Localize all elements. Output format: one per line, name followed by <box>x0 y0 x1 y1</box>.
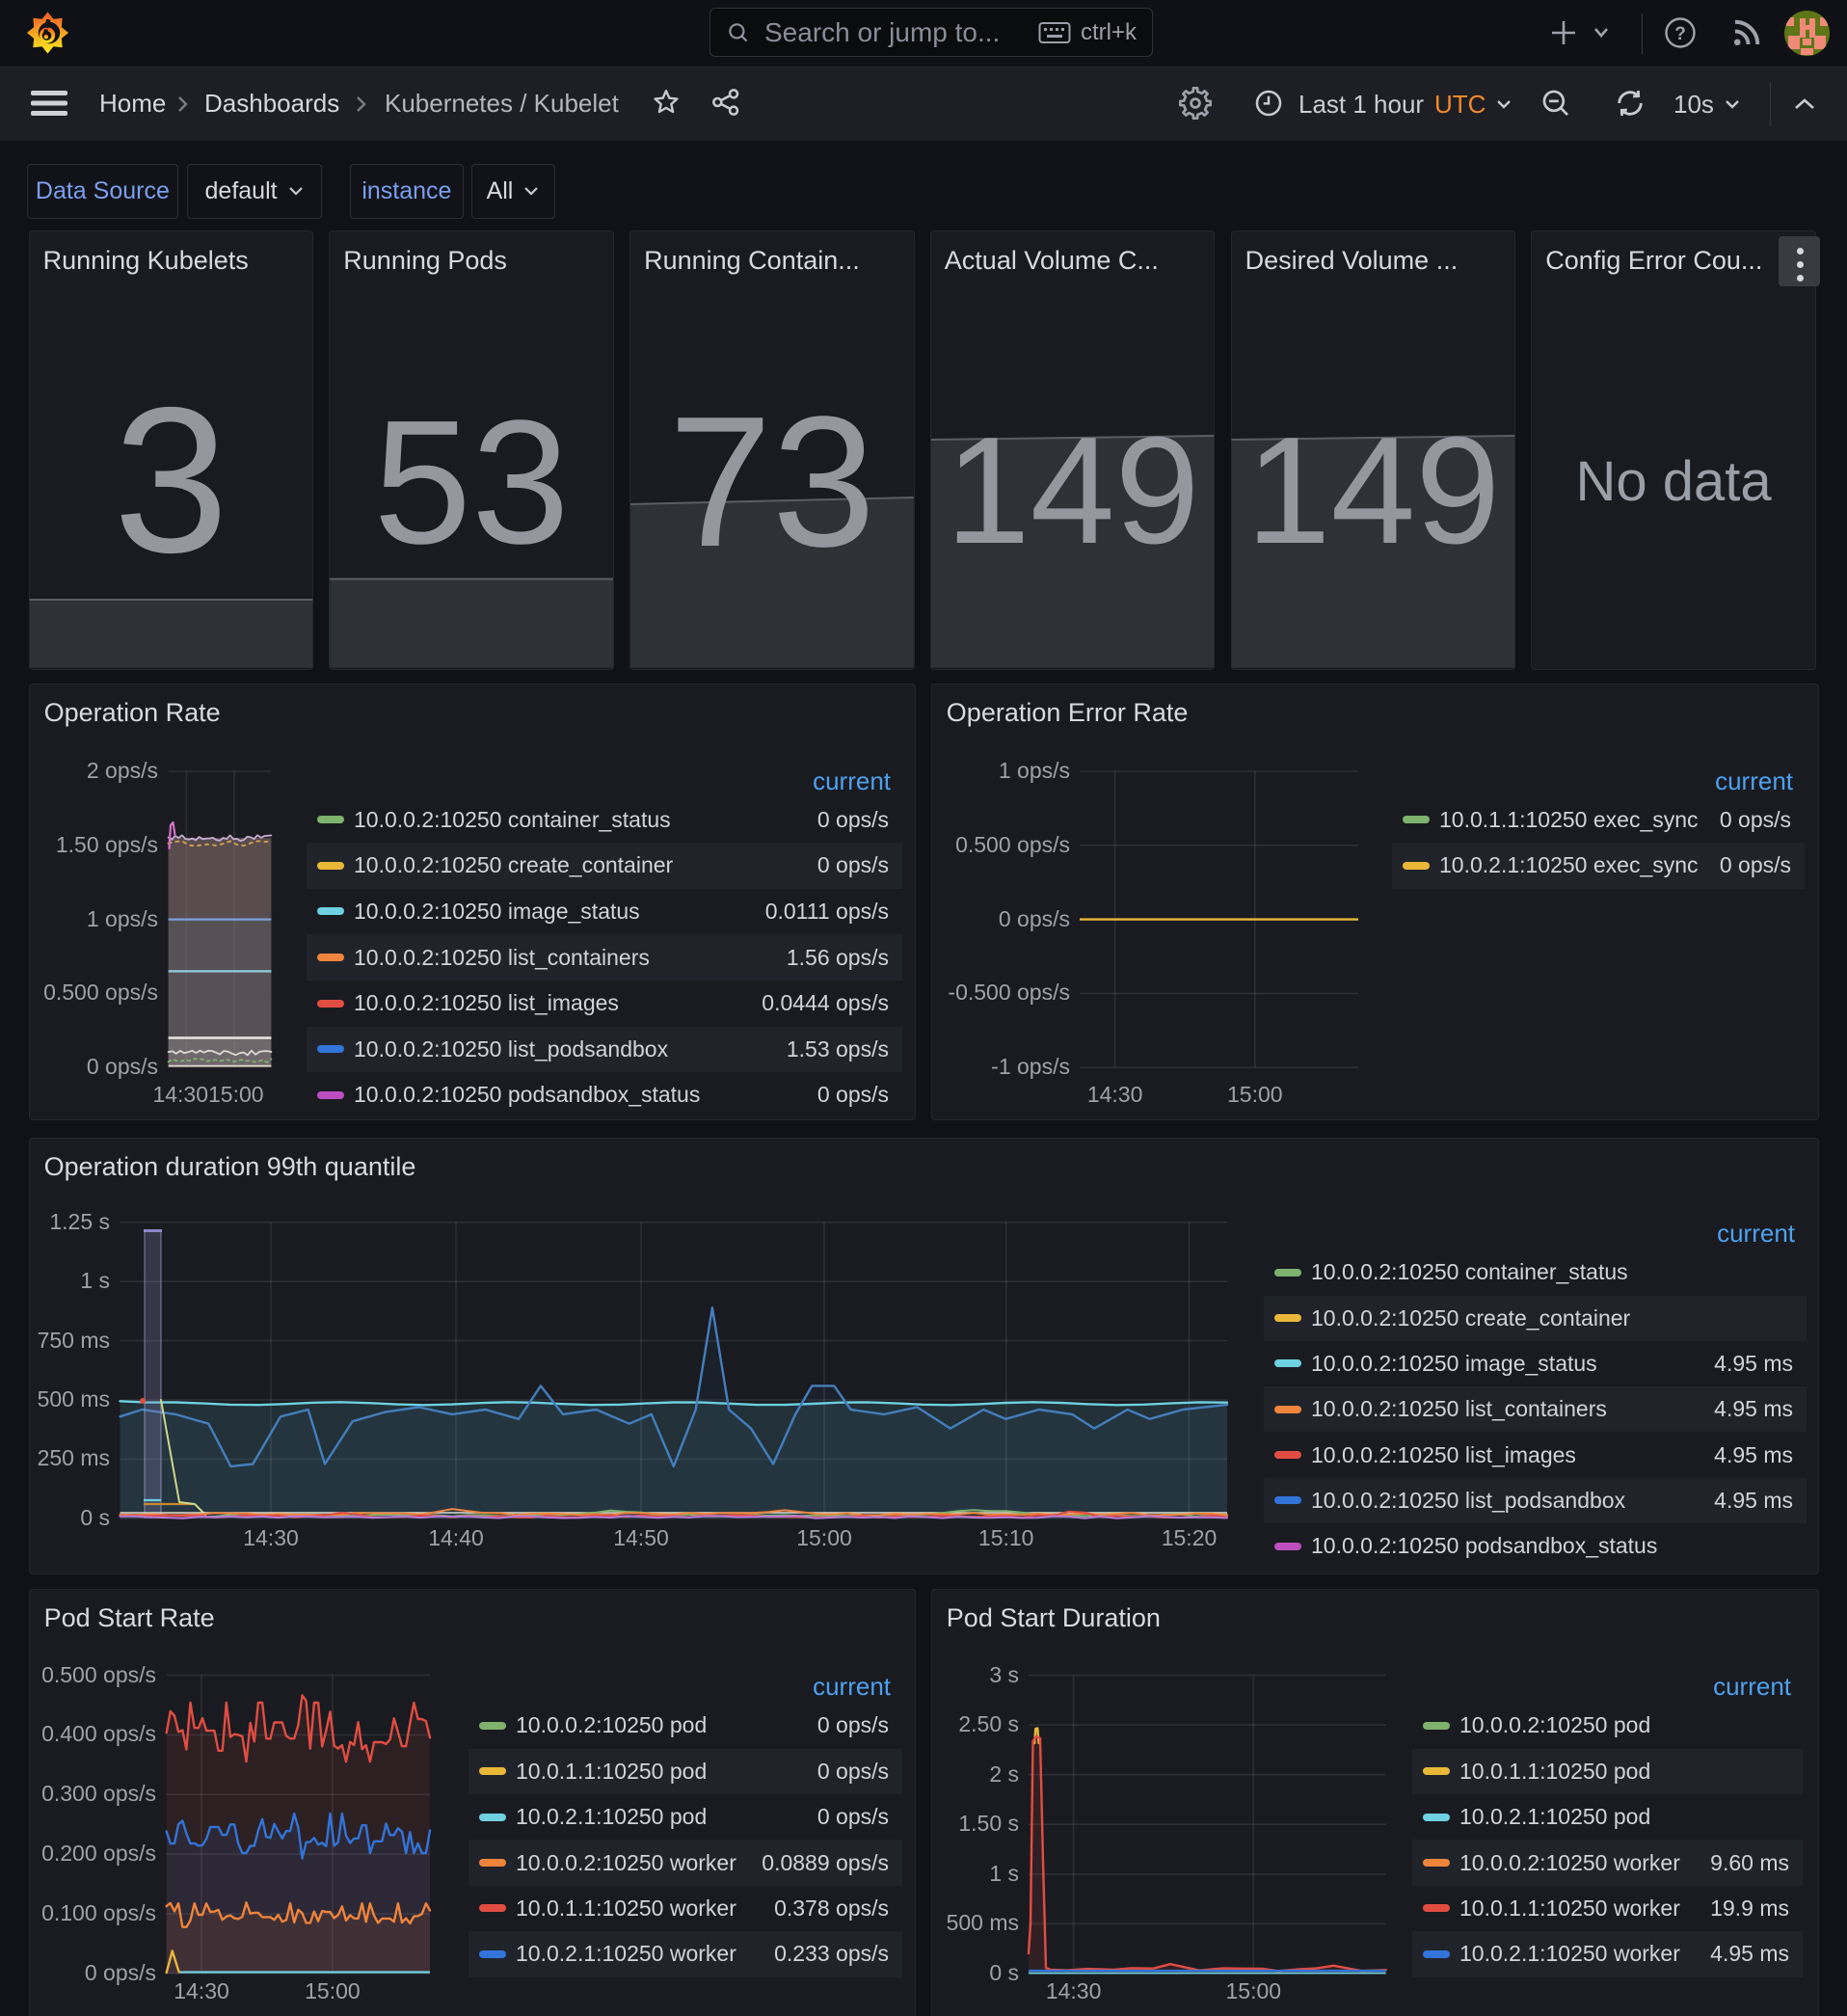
svg-text:?: ? <box>1674 24 1686 44</box>
